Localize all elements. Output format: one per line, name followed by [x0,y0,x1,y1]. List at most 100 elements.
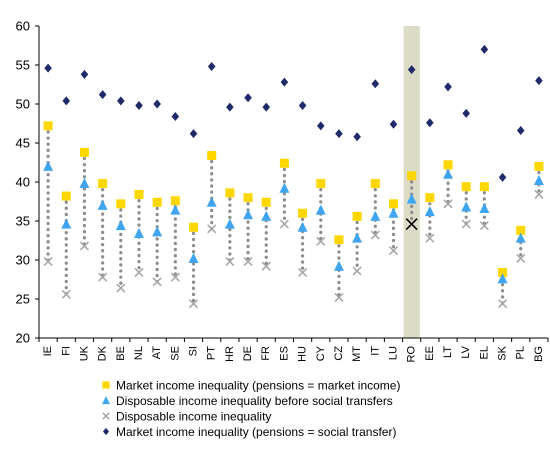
legend: Market income inequality (pensions = mar… [102,379,400,439]
legend-marker-market-pensions-market [102,381,110,389]
tick-labels: 20 25 30 35 40 45 50 55 60 IE FI UK DK BE NL AT SE SI PT HR… [16,19,545,363]
x-tick-label-at: AT [151,346,163,360]
point-disposable-at [152,277,162,287]
point-disposable-el [479,221,489,231]
point-market-pensions-transfer-ee [426,118,434,128]
point-disposable-dk [98,272,108,282]
point-disposable-pl [516,253,526,264]
legend-marker-disposable-stroke-b [102,412,110,420]
point-disposable-be-stroke-b [116,283,126,293]
point-market-pensions-market-si [189,222,199,232]
point-disposable-before-transfers-cy [315,204,326,215]
point-market-pensions-market-nl [134,189,144,199]
point-market-pensions-market-fr [261,197,271,207]
point-market-pensions-market-ee [425,193,435,203]
point-disposable-before-transfers-de [243,209,254,220]
point-market-pensions-market-uk [79,147,89,157]
point-disposable-before-transfers-at [152,226,163,237]
y-tick-label-45: 45 [16,136,30,151]
point-market-pensions-transfer-hu [298,101,307,111]
point-disposable-lt [443,199,453,209]
point-disposable-before-transfers-ro [406,193,417,204]
point-market-pensions-market-bg [534,161,544,171]
point-disposable-es [279,219,289,229]
point-market-pensions-transfer-be [117,96,125,106]
axes [35,25,549,342]
point-disposable-at-stroke-b [152,277,162,287]
point-market-pensions-market-se [170,196,180,206]
y-tick-label-20: 20 [16,331,30,346]
point-market-pensions-market-sk [498,267,508,277]
x-tick-label-lu: LU [387,346,399,360]
x-tick-label-dk: DK [97,345,109,361]
point-disposable-before-transfers-lt [443,168,454,179]
point-disposable-mt-stroke-b [352,266,362,276]
point-market-pensions-transfer-bg [535,76,543,86]
x-tick-label-be: BE [115,346,127,361]
legend-label-market-pensions-market: Market income inequality (pensions = mar… [116,379,400,393]
point-market-pensions-market-de [243,193,253,203]
point-disposable-before-transfers-sk [497,273,508,284]
x-tick-label-de: DE [242,346,254,361]
point-market-pensions-transfer-mt [353,132,361,142]
point-disposable-before-transfers-mt [352,232,363,243]
point-disposable-before-transfers-es [279,182,290,193]
point-disposable-pt [207,224,217,234]
point-disposable-it [370,230,380,240]
x-tick-label-se: SE [169,346,181,361]
point-disposable-it-stroke-b [370,230,380,240]
point-market-pensions-market-ro [407,171,417,181]
point-disposable-dk-stroke-b [98,272,108,282]
point-disposable-ie-stroke-b [43,256,53,267]
x-tick-label-si: SI [188,346,200,356]
point-disposable-nl [134,267,144,278]
x-tick-label-cy: CY [315,345,327,361]
point-disposable-hu [298,267,308,278]
point-market-pensions-transfer-lu [389,119,398,129]
point-disposable-fr [261,261,271,271]
point-disposable-ee-stroke-b [425,233,435,243]
y-tick-label-30: 30 [16,253,30,268]
point-disposable-hr-stroke-b [225,256,235,267]
point-market-pensions-transfer-pl [516,126,525,136]
point-market-pensions-transfer-it [371,79,380,89]
point-disposable-uk [79,241,90,251]
point-market-pensions-transfer-hr [226,102,234,112]
dotted-stems [46,124,541,306]
point-disposable-lu-stroke-b [388,246,399,256]
y-tick-label-35: 35 [16,214,30,229]
point-market-pensions-market-hr [225,188,235,198]
legend-marker-disposable-before-transfers [102,396,110,405]
point-disposable-sk [497,299,508,309]
point-market-pensions-transfer-pt [207,62,216,72]
point-disposable-de-stroke-b [243,256,253,267]
x-tick-label-it: IT [369,346,381,356]
point-disposable-bg-stroke-b [534,189,544,200]
x-tick-label-pl: PL [515,346,527,359]
point-market-pensions-transfer-si [189,129,198,139]
point-market-pensions-transfer-es [280,77,289,87]
point-disposable-before-transfers-be [115,220,126,231]
point-disposable-fi [61,289,71,299]
x-tick-label-pt: PT [206,346,218,360]
point-market-pensions-market-be [116,199,126,209]
point-market-pensions-transfer-el [480,44,489,54]
point-market-pensions-transfer-ie [44,63,52,73]
point-disposable-before-transfers-el [479,203,490,214]
x-tick-label-hr: HR [224,346,236,362]
point-disposable-ro-stroke-b [405,218,418,231]
point-market-pensions-market-el [479,182,489,192]
point-disposable-before-transfers-bg [533,174,544,185]
point-market-pensions-transfer-ro [407,65,416,75]
point-disposable-cy-stroke-b [316,236,326,246]
point-disposable-pl-stroke-b [516,253,526,264]
x-tick-label-hu: HU [297,346,309,362]
x-tick-label-fr: FR [260,346,272,361]
x-tick-label-uk: UK [78,345,90,361]
point-market-pensions-transfer-dk [98,90,107,100]
point-market-pensions-market-lu [388,199,398,209]
x-tick-label-bg: BG [533,346,545,362]
point-disposable-se [170,272,180,282]
y-tick-label-55: 55 [16,58,30,73]
